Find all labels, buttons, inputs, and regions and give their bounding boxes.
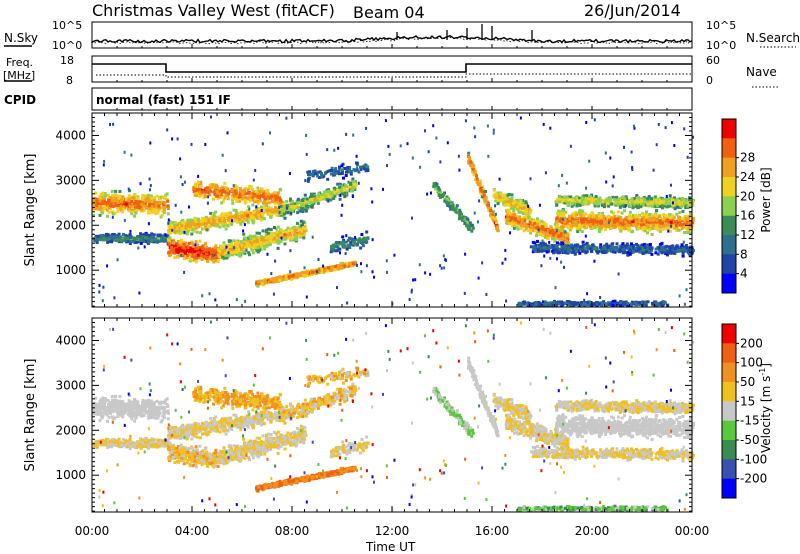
colorbar-tick-label: -200 xyxy=(740,472,767,486)
velocity-y-axis: 1000 2000 3000 4000 xyxy=(55,317,692,512)
freq-panel: Freq. [MHz] 18 8 60 0 Nave xyxy=(3,54,780,88)
nsky-label: N.Sky xyxy=(4,31,38,45)
time-tick-label: 04:00 xyxy=(175,524,210,538)
colorbar-tick-label: 8 xyxy=(740,247,748,261)
colorbar-tick-label: -50 xyxy=(740,433,760,447)
nsky-trace xyxy=(91,34,693,44)
noise-panel: N.Sky 10^5 10^0 10^5 10^0 N.Search xyxy=(4,19,800,52)
range-tick-label: 2000 xyxy=(55,423,86,437)
colorbar-swatch xyxy=(722,440,736,460)
noise-spikes xyxy=(396,24,533,40)
freq-unit-label: [MHz] xyxy=(3,69,35,82)
colorbar-tick-label: -15 xyxy=(740,414,760,428)
colorbar-tick-label: 4 xyxy=(740,267,748,281)
power-ylabel: Slant Range [km] xyxy=(23,154,38,267)
colorbar-swatch xyxy=(722,119,736,139)
range-tick-label: 3000 xyxy=(55,378,86,392)
nave-tick-top: 60 xyxy=(706,54,720,67)
power-y-axis: 1000 2000 3000 4000 xyxy=(55,112,692,307)
cpid-label: CPID xyxy=(4,93,36,107)
power-heatmap xyxy=(92,115,695,308)
colorbar-swatch xyxy=(722,324,736,344)
colorbar-swatch xyxy=(722,478,736,499)
power-panel: 1000 2000 3000 4000 Slant Range [km] 4 8 12 16… xyxy=(23,112,773,308)
velocity-panel: 1000 2000 3000 4000 Slant Range [km] 200 100… xyxy=(23,317,773,513)
power-colorbar: 4 8 12 16 20 24 28 xyxy=(721,118,755,294)
freq-label: Freq. xyxy=(6,56,33,69)
colorbar-tick-label: 12 xyxy=(740,228,755,242)
nsearch-trace xyxy=(91,36,693,45)
velocity-heatmap xyxy=(92,320,695,513)
colorbar-tick-label: 20 xyxy=(740,189,755,203)
colorbar-swatch xyxy=(722,235,736,255)
velocity-colorbar: 200 100 50 15 -15 -50 -100 -200 xyxy=(721,323,767,499)
range-tick-label: 3000 xyxy=(55,173,86,187)
noise-tick-left-top: 10^5 xyxy=(52,19,82,32)
colorbar-swatch xyxy=(722,177,736,197)
noise-tick-right-bottom: 10^0 xyxy=(706,39,736,52)
colorbar-tick-label: 16 xyxy=(740,209,755,223)
cpid-value: normal (fast) 151 IF xyxy=(96,93,231,107)
station-title: Christmas Valley West (fitACF) xyxy=(92,1,335,20)
colorbar-swatch xyxy=(722,382,736,402)
colorbar-tick-label: 24 xyxy=(740,170,755,184)
time-axis: 00:00 04:00 08:00 12:00 16:00 20:00 00:00 xyxy=(75,44,710,538)
time-tick-label: 00:00 xyxy=(675,524,710,538)
colorbar-swatch xyxy=(722,273,736,294)
power-colorbar-label: Power [dB] xyxy=(759,167,773,232)
noise-tick-left-bottom: 10^0 xyxy=(52,39,82,52)
range-tick-label: 1000 xyxy=(55,468,86,482)
time-axis-label: Time UT xyxy=(365,540,416,554)
velocity-frame xyxy=(91,317,693,513)
nsearch-label: N.Search xyxy=(746,31,800,45)
colorbar-tick-label: 50 xyxy=(740,375,755,389)
range-tick-label: 1000 xyxy=(55,263,86,277)
velocity-ylabel: Slant Range [km] xyxy=(23,359,38,472)
colorbar-tick-label: 28 xyxy=(740,151,755,165)
colorbar-tick-label: 15 xyxy=(740,394,755,408)
colorbar-swatch xyxy=(722,401,736,422)
colorbar-swatch xyxy=(722,420,736,441)
time-tick-label: 20:00 xyxy=(575,524,610,538)
power-frame xyxy=(91,112,693,308)
noise-tick-right-top: 10^5 xyxy=(706,19,736,32)
range-tick-label: 2000 xyxy=(55,218,86,232)
freq-trace xyxy=(92,63,692,73)
colorbar-tick-label: 100 xyxy=(740,356,763,370)
time-tick-label: 00:00 xyxy=(75,524,110,538)
nave-tick-bottom: 0 xyxy=(706,74,713,87)
colorbar-swatch xyxy=(722,215,736,236)
time-tick-label: 08:00 xyxy=(275,524,310,538)
freq-tick-bottom: 8 xyxy=(66,74,73,87)
colorbar-swatch xyxy=(722,196,736,217)
colorbar-swatch xyxy=(722,138,736,159)
time-tick-label: 16:00 xyxy=(475,524,510,538)
nave-trace xyxy=(96,73,692,78)
colorbar-swatch xyxy=(722,254,736,275)
freq-tick-top: 18 xyxy=(60,54,74,67)
velocity-colorbar-label: Velocity [m s-1] xyxy=(758,363,773,453)
colorbar-swatch xyxy=(722,343,736,364)
colorbar-swatch xyxy=(722,459,736,480)
colorbar-tick-label: -100 xyxy=(740,452,767,466)
range-tick-label: 4000 xyxy=(55,333,86,347)
colorbar-swatch xyxy=(722,362,736,383)
nave-label: Nave xyxy=(746,65,777,79)
colorbar-tick-label: 200 xyxy=(740,336,763,350)
beam-label: Beam 04 xyxy=(353,3,425,22)
time-tick-label: 12:00 xyxy=(375,524,410,538)
colorbar-swatch xyxy=(722,157,736,178)
range-tick-label: 4000 xyxy=(55,128,86,142)
date-label: 26/Jun/2014 xyxy=(584,1,681,20)
